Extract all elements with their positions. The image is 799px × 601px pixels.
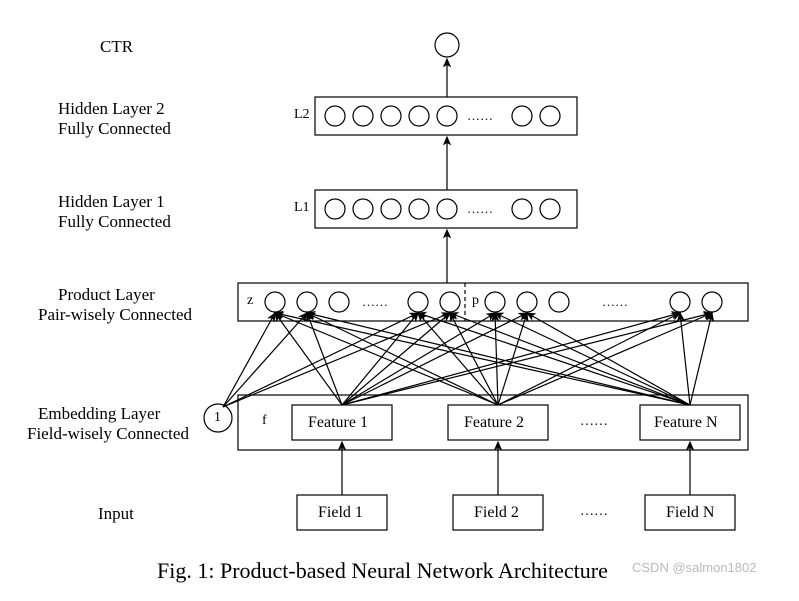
- p-tag: p: [472, 293, 479, 309]
- product-label-2: Pair-wisely Connected: [38, 304, 192, 325]
- one-tag: 1: [214, 410, 221, 426]
- featureN-text: Feature N: [654, 413, 718, 433]
- figure-caption: Fig. 1: Product-based Neural Network Arc…: [157, 558, 608, 584]
- f-tag: f: [262, 413, 267, 429]
- hidden1-label-1: Hidden Layer 1: [58, 191, 165, 212]
- fieldN-text: Field N: [666, 503, 714, 523]
- hidden1-label-2: Fully Connected: [58, 211, 171, 232]
- svg-text:……: ……: [467, 108, 493, 123]
- z-tag: z: [247, 293, 253, 309]
- ctr-label: CTR: [100, 36, 133, 57]
- l1-tag: L1: [294, 200, 310, 216]
- product-label-1: Product Layer: [58, 284, 155, 305]
- hidden2-label-2: Fully Connected: [58, 118, 171, 139]
- feature1-text: Feature 1: [308, 413, 368, 433]
- input-label: Input: [98, 503, 134, 524]
- svg-text:……: ……: [602, 294, 628, 309]
- svg-text:……: ……: [362, 294, 388, 309]
- watermark-text: CSDN @salmon1802: [632, 560, 756, 575]
- hidden2-label-1: Hidden Layer 2: [58, 98, 165, 119]
- svg-text:……: ……: [467, 201, 493, 216]
- embed-label-2: Field-wisely Connected: [27, 423, 189, 444]
- feature2-text: Feature 2: [464, 413, 524, 433]
- field1-text: Field 1: [318, 503, 363, 523]
- field2-text: Field 2: [474, 503, 519, 523]
- feature-dots: ……: [580, 414, 608, 430]
- field-dots: ……: [580, 504, 608, 520]
- embed-label-1: Embedding Layer: [38, 403, 160, 424]
- l2-tag: L2: [294, 107, 310, 123]
